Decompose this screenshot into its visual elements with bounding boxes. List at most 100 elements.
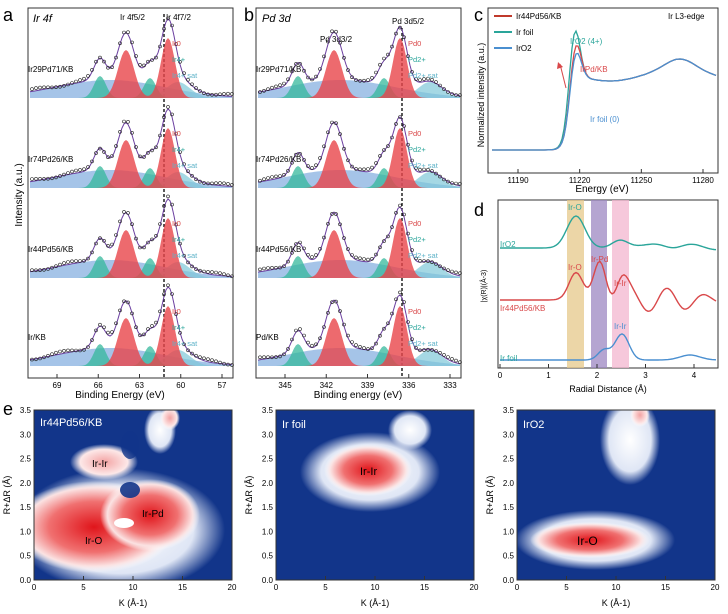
wt-xlabel: K (Å-1) xyxy=(361,598,390,608)
xps-data-point xyxy=(54,85,58,89)
band-label-iro-1: Ir-O xyxy=(568,203,582,212)
wt-ytick-label: 1.5 xyxy=(503,503,515,512)
band-label-iro-2: Ir-O xyxy=(568,263,582,272)
xps-data-point xyxy=(358,167,362,172)
panel-c-curves xyxy=(492,29,717,151)
xps-oxide-fill xyxy=(258,344,460,366)
tick-label: 3 xyxy=(643,371,648,380)
xps-data-point xyxy=(150,324,154,328)
xps-species-sat: Pd2+ sat xyxy=(408,161,439,170)
wt-xtick-label: 10 xyxy=(612,583,621,592)
xps-data-point xyxy=(266,355,270,360)
xps-data-point xyxy=(74,79,78,84)
xps-data-point xyxy=(338,132,342,136)
panel-b-spectra: Ir29Pd71/KB Pd0 Pd2+ Pd2+ sat Ir74Pd26/KB Pd0… xyxy=(256,25,462,366)
xps-data-point xyxy=(426,167,430,172)
xps-species-sat: Ir4+ sat xyxy=(172,251,198,260)
wt-xtick-label: 10 xyxy=(371,583,380,592)
xps-data-point xyxy=(150,237,154,242)
xps-data-point xyxy=(442,87,446,91)
xps-data-point xyxy=(226,273,230,278)
xps-data-point xyxy=(418,78,422,82)
xps-data-point xyxy=(30,268,34,273)
xps-data-point xyxy=(130,222,134,226)
xps-data-point xyxy=(174,42,178,46)
xps-data-point xyxy=(90,68,94,72)
xps-data-point xyxy=(58,174,62,178)
wt-xtick-label: 0 xyxy=(32,583,37,592)
xps-oxide-fill xyxy=(258,166,460,188)
panel-d: d IrO2 Ir44Pd56/KB Ir foil Ir-O Ir-O Ir-… xyxy=(474,199,719,394)
xps-data-point xyxy=(170,23,174,28)
xps-data-point xyxy=(282,264,286,269)
xps-species-metal: Pd0 xyxy=(408,219,421,228)
xps-data-point xyxy=(46,353,50,358)
xps-data-point xyxy=(78,259,82,263)
xps-data-point xyxy=(102,239,106,243)
xps-data-point xyxy=(138,333,142,338)
xps-data-point xyxy=(66,260,70,264)
panel-c-xlabel: Energy (eV) xyxy=(575,184,628,195)
wt-ytick-label: 0.0 xyxy=(20,576,32,585)
xps-data-point xyxy=(226,91,230,96)
xps-data-point xyxy=(126,211,130,215)
wt-ytick-label: 3.0 xyxy=(20,430,32,439)
xps-data-point xyxy=(438,264,442,269)
xps-data-point xyxy=(318,156,322,160)
xps-data-point xyxy=(170,292,174,296)
tick-label: 69 xyxy=(53,381,62,390)
xps-data-point xyxy=(270,175,274,179)
xps-data-point xyxy=(126,120,130,124)
xps-data-point xyxy=(270,85,274,90)
xps-data-point xyxy=(422,167,426,172)
xps-data-point xyxy=(194,267,198,271)
xps-data-point xyxy=(370,346,374,351)
xps-data-point xyxy=(66,171,70,175)
xps-data-point xyxy=(218,181,222,185)
tick-label: 57 xyxy=(218,381,227,390)
xps-data-point xyxy=(306,253,310,257)
xps-layer-0: Ir29Pd71/KB Pd0 Pd2+ Pd2+ sat xyxy=(256,25,462,98)
xps-data-point xyxy=(458,93,462,97)
xps-data-point xyxy=(294,242,298,246)
xps-satellite-fill xyxy=(258,82,460,98)
xps-data-point xyxy=(154,320,158,325)
xps-data-point xyxy=(190,264,194,269)
panel-c: c Ir44Pd56/KB Ir foil IrO2 Ir L3-edge Ir… xyxy=(474,5,719,195)
xps-data-point xyxy=(118,41,122,46)
xps-data-point xyxy=(362,257,366,261)
xps-layer-2: Ir44Pd56/KB Pd0 Pd2+ Pd2+ sat xyxy=(256,203,462,278)
xps-data-point xyxy=(134,54,138,58)
panel-a-letter: a xyxy=(3,5,14,25)
panel-a-title: Ir 4f xyxy=(33,13,53,25)
xps-data-point xyxy=(374,341,378,346)
xps-layer-3: Ir/KB Ir0 Ir4+ Ir4+ sat xyxy=(28,283,234,367)
xps-data-point xyxy=(190,174,194,178)
xps-data-point xyxy=(322,144,326,149)
xps-data-point xyxy=(198,179,202,184)
xps-data-point xyxy=(30,357,34,362)
xps-data-point xyxy=(326,39,330,44)
wt-xtick-label: 5 xyxy=(81,583,86,592)
tick-label: 342 xyxy=(320,381,334,390)
xps-data-point xyxy=(38,268,42,273)
xps-data-point xyxy=(414,256,418,261)
xps-data-point xyxy=(370,256,374,261)
xps-data-point xyxy=(414,166,418,170)
wt-ytick-label: 3.5 xyxy=(20,406,32,415)
xps-envelope xyxy=(29,286,233,365)
xps-data-point xyxy=(162,26,166,31)
exafs-foil-curve xyxy=(500,333,717,361)
xps-sample-label: Pd/KB xyxy=(256,333,279,342)
xps-data-point xyxy=(174,131,178,136)
tick-label: 1 xyxy=(546,371,551,380)
wt-ytick-label: 2.5 xyxy=(262,455,274,464)
xps-data-point xyxy=(422,259,426,263)
xps-data-point xyxy=(178,150,182,154)
xps-data-point xyxy=(134,236,138,241)
panel-a-peak-left: Ir 4f5/2 xyxy=(120,13,145,22)
xps-data-point xyxy=(82,258,86,263)
xps-data-point xyxy=(322,325,326,329)
panel-a-xticks: 69 66 63 60 57 xyxy=(53,374,227,390)
xps-species-metal: Pd0 xyxy=(408,129,421,138)
